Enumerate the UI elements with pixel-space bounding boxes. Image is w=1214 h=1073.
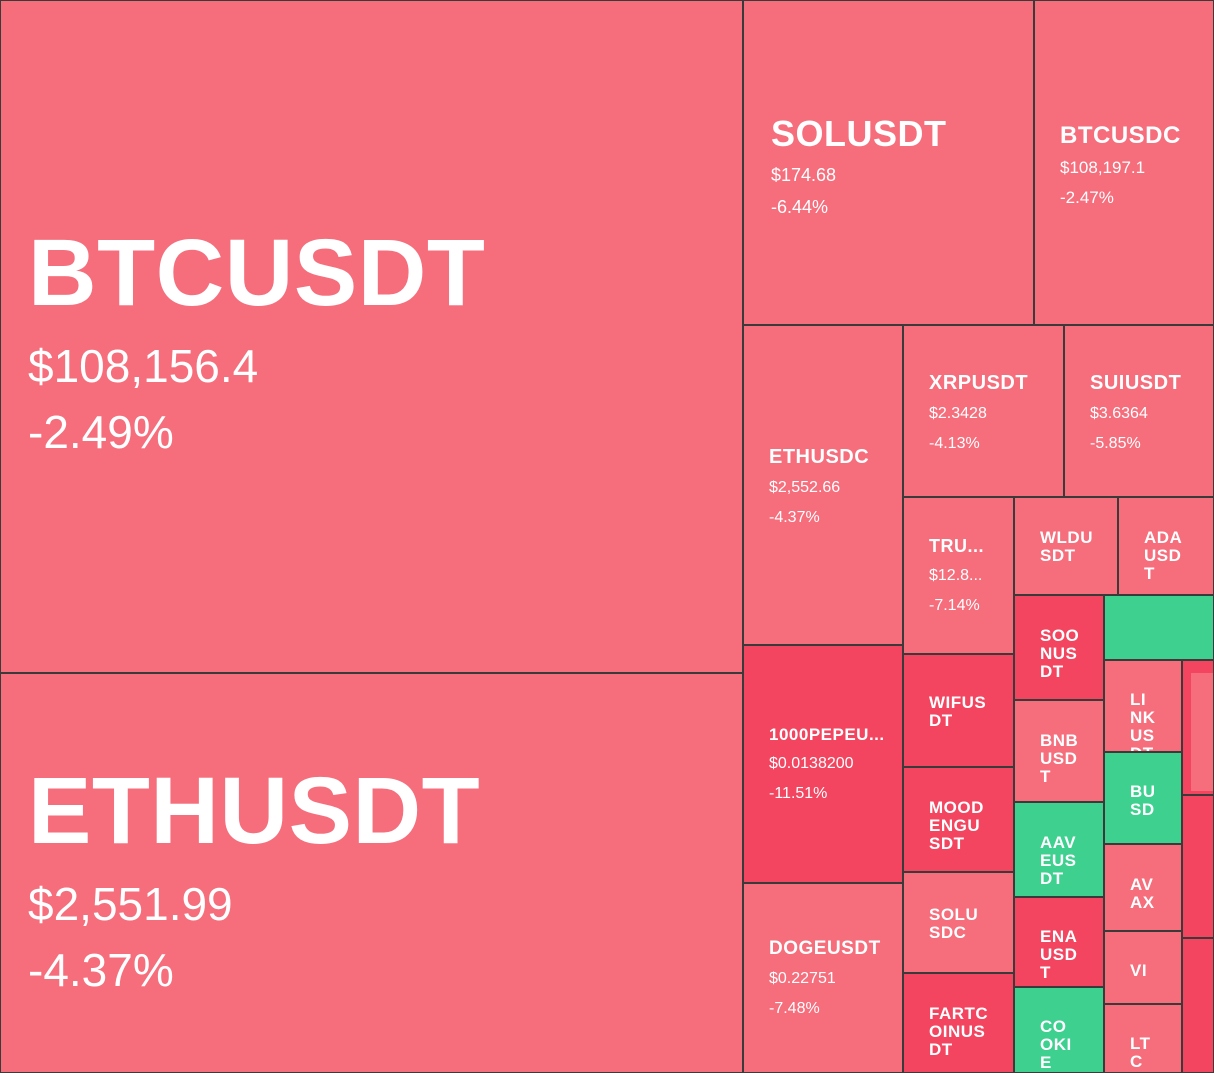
tile[interactable]: ADAUSDT bbox=[1118, 497, 1214, 595]
symbol: TRU... bbox=[929, 536, 984, 556]
price: $2,552.66 bbox=[769, 479, 841, 496]
tile[interactable]: BUSD bbox=[1104, 752, 1182, 844]
tile[interactable]: ETHUSDT $2,551.99 -4.37% bbox=[0, 673, 743, 1073]
change: -2.47% bbox=[1060, 188, 1114, 207]
symbol: ADAUSDT bbox=[1144, 528, 1183, 583]
tile[interactable]: AAVEUSDT bbox=[1014, 802, 1104, 897]
price: $2,551.99 bbox=[28, 878, 233, 930]
price: $0.22751 bbox=[769, 970, 836, 987]
tile[interactable]: VI bbox=[1104, 931, 1182, 1004]
symbol: AVAX bbox=[1130, 875, 1155, 912]
tile[interactable]: LINKUSDT bbox=[1104, 660, 1182, 752]
symbol: SOLUSDT bbox=[771, 113, 947, 154]
tile[interactable] bbox=[1182, 795, 1214, 938]
symbol: BTCUSDT bbox=[28, 220, 486, 326]
tile[interactable]: TRU... $12.8... -7.14% bbox=[903, 497, 1014, 654]
change: -6.44% bbox=[771, 197, 829, 217]
change: -11.51% bbox=[769, 785, 828, 802]
symbol: SUIUSDT bbox=[1090, 372, 1182, 394]
tile[interactable] bbox=[1182, 938, 1214, 1073]
change: -4.37% bbox=[28, 944, 174, 996]
tile[interactable]: ENAUSDT bbox=[1014, 897, 1104, 987]
change: -4.37% bbox=[769, 509, 820, 526]
symbol: BUSD bbox=[1130, 782, 1156, 819]
symbol: SOONUSDT bbox=[1040, 626, 1080, 681]
symbol: MOODENGUSDT bbox=[929, 798, 984, 853]
tile[interactable]: SOLUSDC bbox=[903, 872, 1014, 973]
tile[interactable]: FARTCOINUSDT bbox=[903, 973, 1014, 1073]
tile[interactable]: ETHUSDC $2,552.66 -4.37% bbox=[743, 325, 903, 645]
symbol: FARTCOINUSDT bbox=[929, 1004, 989, 1059]
symbol: BNBUSDT bbox=[1040, 731, 1079, 786]
tile[interactable]: SOONUSDT bbox=[1014, 595, 1104, 700]
tile[interactable]: SUIUSDT $3.6364 -5.85% bbox=[1064, 325, 1214, 497]
tile[interactable]: BTCUSDT $108,156.4 -2.49% bbox=[0, 0, 743, 673]
symbol: ENAUSDT bbox=[1040, 927, 1078, 982]
price: $108,156.4 bbox=[28, 340, 259, 392]
change: -4.13% bbox=[929, 435, 980, 452]
tile[interactable]: COOKIE bbox=[1014, 987, 1104, 1073]
tile[interactable]: WIFUSDT bbox=[903, 654, 1014, 767]
price: $3.6364 bbox=[1090, 405, 1148, 422]
tile[interactable]: BNBUSDT bbox=[1014, 700, 1104, 802]
change: -5.85% bbox=[1090, 435, 1141, 452]
tile[interactable]: MOODENGUSDT bbox=[903, 767, 1014, 872]
symbol: COOKIE bbox=[1040, 1017, 1072, 1072]
tile[interactable] bbox=[1182, 660, 1214, 795]
symbol: DOGEUSDT bbox=[769, 938, 881, 959]
tile[interactable]: DOGEUSDT $0.22751 -7.48% bbox=[743, 883, 903, 1073]
price: $12.8... bbox=[929, 567, 983, 584]
symbol: LINKUSDT bbox=[1130, 690, 1156, 751]
price: $174.68 bbox=[771, 165, 837, 185]
price: $2.3428 bbox=[929, 405, 987, 422]
symbol: WLDUSDT bbox=[1040, 528, 1093, 565]
tile[interactable]: 1000PEPEU... $0.0138200 -11.51% bbox=[743, 645, 903, 883]
symbol: ETHUSDT bbox=[28, 758, 481, 864]
symbol: 1000PEPEU... bbox=[769, 725, 885, 744]
tile[interactable]: LTC bbox=[1104, 1004, 1182, 1073]
tile[interactable]: AVAX bbox=[1104, 844, 1182, 931]
change: -7.48% bbox=[769, 1000, 820, 1017]
price: $0.0138200 bbox=[769, 755, 854, 772]
symbol: WIFUSDT bbox=[929, 693, 987, 730]
symbol: AAVEUSDT bbox=[1040, 833, 1077, 888]
tile[interactable]: XRPUSDT $2.3428 -4.13% bbox=[903, 325, 1064, 497]
highlight bbox=[1191, 673, 1213, 791]
symbol: XRPUSDT bbox=[929, 372, 1029, 394]
tile[interactable]: BTCUSDC $108,197.1 -2.47% bbox=[1034, 0, 1214, 325]
symbol: SOLUSDC bbox=[929, 905, 979, 942]
symbol: ETHUSDC bbox=[769, 446, 870, 468]
tile[interactable]: WLDUSDT bbox=[1014, 497, 1118, 595]
price: $108,197.1 bbox=[1060, 158, 1146, 177]
symbol: LTC bbox=[1130, 1034, 1151, 1071]
tile[interactable] bbox=[1104, 595, 1214, 660]
tile[interactable]: SOLUSDT $174.68 -6.44% bbox=[743, 0, 1034, 325]
change: -7.14% bbox=[929, 597, 980, 614]
change: -2.49% bbox=[28, 406, 174, 458]
symbol: BTCUSDC bbox=[1060, 122, 1181, 149]
symbol: VI bbox=[1130, 961, 1148, 980]
